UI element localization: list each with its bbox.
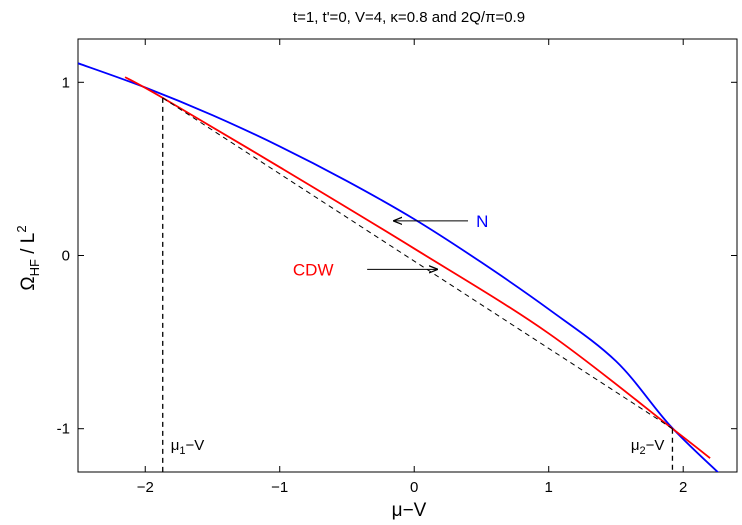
y-axis-label: ΩHF / L2 (14, 225, 42, 290)
x-axis: −2 −1 0 1 2 (137, 39, 687, 496)
y-axis: -1 0 1 (57, 74, 737, 438)
y-tick-label: -1 (57, 421, 70, 438)
marker-label-1: μ1−V (171, 437, 205, 457)
chart-title: t=1, t'=0, V=4, κ=0.8 and 2Q/π=0.9 (293, 9, 525, 26)
marker-label-2: μ2−V (631, 437, 665, 457)
x-tick-label: −1 (271, 479, 288, 496)
y-tick-label: 1 (62, 74, 70, 91)
x-axis-label: μ−V (392, 500, 427, 521)
annotation-label-n: N (476, 212, 488, 231)
y-axis-label-rest: / L (18, 233, 39, 259)
annotation-layer: N CDW (293, 212, 488, 279)
x-tick-label: 2 (679, 479, 687, 496)
y-axis-label-sub: HF (27, 259, 42, 276)
series-cdw-line (124, 76, 711, 459)
x-tick-label: 0 (410, 479, 418, 496)
y-axis-label-main: Ω (18, 276, 39, 290)
annotation-label-cdw: CDW (293, 260, 334, 279)
y-tick-label: 0 (62, 248, 70, 265)
plot-frame (77, 38, 738, 473)
x-tick-label: −2 (137, 479, 154, 496)
marker-layer: μ1−V μ2−V (162, 97, 674, 472)
y-axis-label-sup: 2 (14, 225, 29, 232)
series-n-line (78, 62, 720, 472)
series-layer (78, 62, 720, 472)
x-tick-label: 1 (545, 479, 553, 496)
common-tangent-dashed-line (162, 97, 673, 430)
